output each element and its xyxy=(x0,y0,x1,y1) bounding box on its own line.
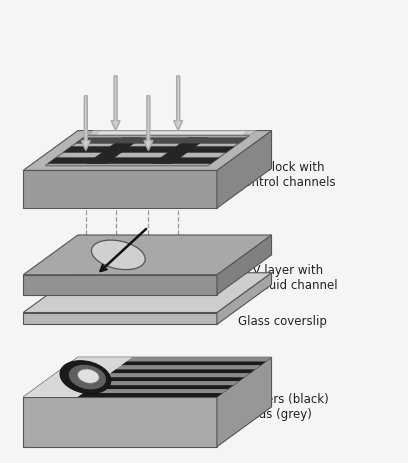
Polygon shape xyxy=(63,146,234,152)
Polygon shape xyxy=(87,138,142,163)
Polygon shape xyxy=(23,357,272,397)
Polygon shape xyxy=(23,170,217,208)
Polygon shape xyxy=(94,381,239,385)
Polygon shape xyxy=(48,157,219,163)
FancyArrow shape xyxy=(174,76,183,131)
Text: RTV layer with
the fluid channel: RTV layer with the fluid channel xyxy=(238,264,337,292)
Polygon shape xyxy=(110,369,255,373)
FancyArrow shape xyxy=(144,96,153,150)
Polygon shape xyxy=(217,235,272,294)
Polygon shape xyxy=(76,138,246,144)
Ellipse shape xyxy=(78,369,99,383)
Polygon shape xyxy=(78,393,222,397)
FancyArrow shape xyxy=(111,76,120,131)
Ellipse shape xyxy=(69,365,106,389)
Polygon shape xyxy=(217,131,272,208)
Polygon shape xyxy=(23,131,272,170)
Polygon shape xyxy=(23,275,217,294)
Ellipse shape xyxy=(91,240,145,269)
Text: Glass coverslip: Glass coverslip xyxy=(238,315,327,328)
Polygon shape xyxy=(95,131,248,135)
Polygon shape xyxy=(87,131,256,135)
FancyArrow shape xyxy=(81,96,90,150)
Polygon shape xyxy=(23,313,217,325)
Polygon shape xyxy=(217,273,272,325)
Polygon shape xyxy=(105,373,250,377)
Polygon shape xyxy=(23,273,272,313)
Polygon shape xyxy=(116,365,261,369)
Polygon shape xyxy=(83,389,228,393)
Text: Heaters (black)
Leads (grey): Heaters (black) Leads (grey) xyxy=(238,393,328,421)
Polygon shape xyxy=(23,235,272,275)
Polygon shape xyxy=(99,377,244,381)
Polygon shape xyxy=(23,357,132,397)
Polygon shape xyxy=(126,357,272,361)
Polygon shape xyxy=(153,138,208,163)
Polygon shape xyxy=(23,397,217,447)
Polygon shape xyxy=(89,385,233,389)
Polygon shape xyxy=(121,361,266,365)
Text: RTV block with
control channels: RTV block with control channels xyxy=(238,161,335,189)
Polygon shape xyxy=(217,357,272,447)
Ellipse shape xyxy=(60,361,111,394)
